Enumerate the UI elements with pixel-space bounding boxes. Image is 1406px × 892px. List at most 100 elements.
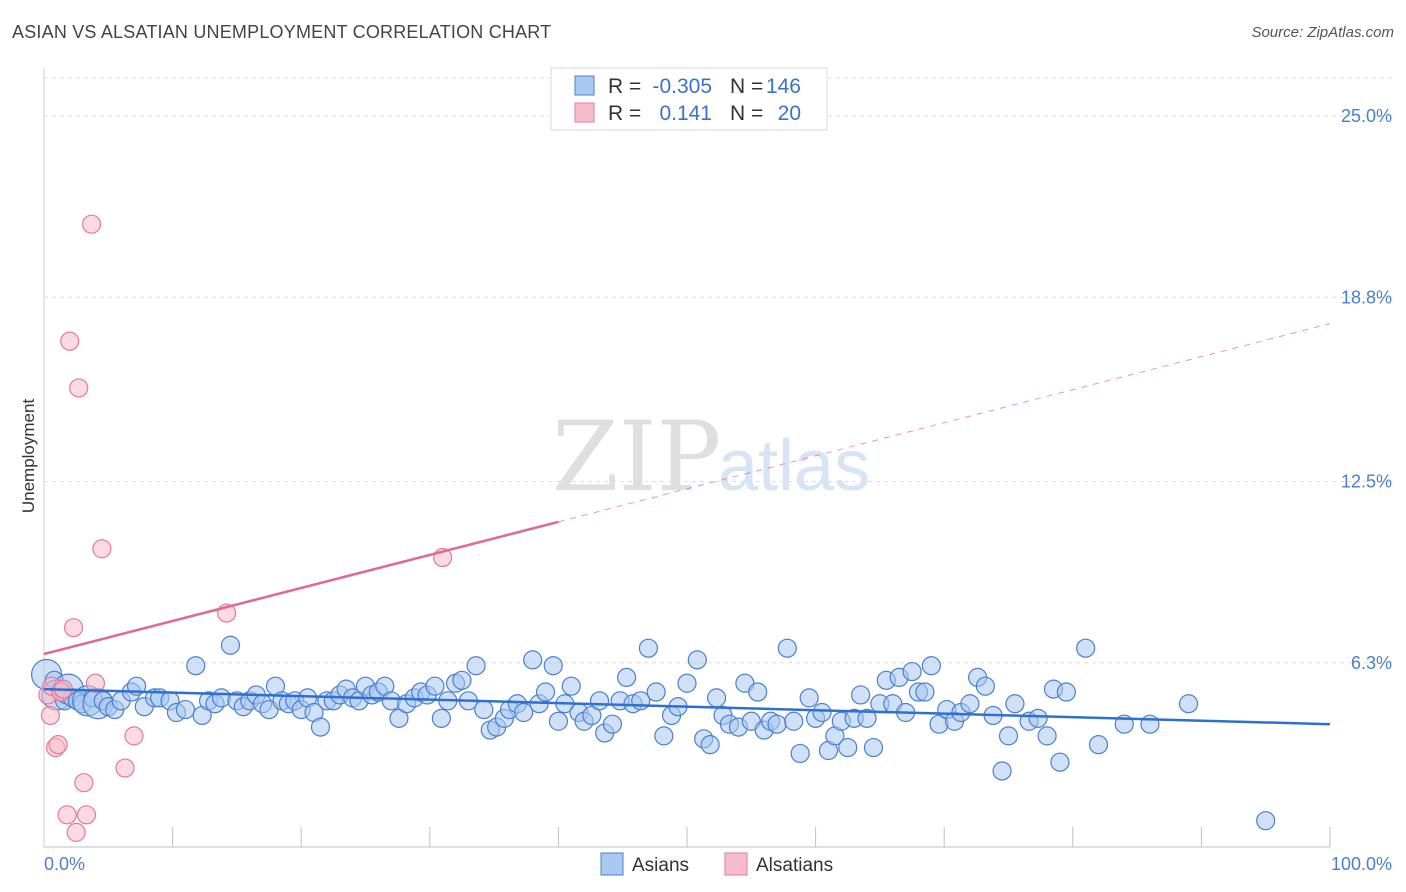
y-tick-label-0: 6.3% bbox=[1351, 653, 1392, 673]
point-asians-24 bbox=[186, 656, 206, 676]
grid-lines bbox=[44, 77, 1392, 664]
point-asians-142 bbox=[998, 726, 1019, 746]
point-asians-150 bbox=[1076, 638, 1096, 658]
point-asians-99 bbox=[700, 735, 720, 755]
point-asians-80 bbox=[561, 676, 581, 696]
point-asians-67 bbox=[474, 699, 494, 720]
point-asians-143 bbox=[1005, 694, 1025, 714]
chart-title: ASIAN VS ALSATIAN UNEMPLOYMENT CORRELATI… bbox=[12, 22, 552, 42]
trend-line-extension-alsatians bbox=[558, 323, 1331, 523]
x-tick-label-end: 100.0% bbox=[1331, 854, 1392, 874]
point-asians-78 bbox=[548, 711, 569, 731]
point-asians-93 bbox=[654, 726, 674, 746]
point-asians-115 bbox=[812, 702, 832, 723]
bottom-legend-label-asians: Asians bbox=[632, 855, 689, 876]
watermark-atlas: atlas bbox=[718, 426, 870, 506]
bottom-legend-swatch-asians bbox=[600, 852, 624, 876]
legend-n-value-alsatians: 20 bbox=[778, 102, 801, 125]
y-tick-label-1: 12.5% bbox=[1341, 472, 1392, 492]
point-asians-112 bbox=[790, 743, 810, 764]
point-asians-111 bbox=[784, 711, 804, 731]
legend-r-label-asians: R = bbox=[608, 75, 641, 98]
point-alsatians-9 bbox=[63, 618, 84, 638]
point-asians-132 bbox=[921, 656, 941, 676]
legend-swatch-asians bbox=[574, 75, 595, 96]
legend-n-label-alsatians: N = bbox=[730, 102, 763, 125]
point-alsatians-18 bbox=[124, 726, 144, 746]
point-asians-66 bbox=[466, 656, 486, 676]
x-tick-labels: 0.0% 100.0% bbox=[44, 854, 1392, 874]
x-tick-label-start: 0.0% bbox=[44, 854, 85, 874]
point-asians-122 bbox=[857, 708, 877, 728]
point-asians-151 bbox=[1088, 735, 1109, 755]
point-asians-91 bbox=[638, 638, 659, 658]
point-alsatians-15 bbox=[85, 673, 106, 693]
watermark: ZIP atlas bbox=[552, 401, 870, 513]
point-asians-121 bbox=[851, 685, 871, 705]
point-asians-154 bbox=[1178, 694, 1199, 714]
point-asians-97 bbox=[687, 650, 707, 670]
point-asians-113 bbox=[799, 688, 819, 708]
point-alsatians-17 bbox=[115, 758, 135, 778]
point-asians-119 bbox=[838, 737, 858, 758]
legend-frame bbox=[550, 67, 828, 131]
point-asians-129 bbox=[902, 661, 922, 682]
point-asians-60 bbox=[425, 676, 445, 696]
legend-r-value-alsatians: 0.141 bbox=[659, 102, 712, 125]
point-alsatians-14 bbox=[81, 214, 102, 234]
legend-n-value-asians: 146 bbox=[766, 75, 801, 98]
watermark-zip: ZIP bbox=[552, 401, 721, 513]
point-asians-76 bbox=[535, 682, 556, 702]
y-tick-label-2: 18.8% bbox=[1341, 287, 1392, 307]
point-alsatians-10 bbox=[66, 822, 86, 842]
point-asians-141 bbox=[992, 761, 1012, 781]
point-asians-149 bbox=[1056, 682, 1076, 702]
point-asians-148 bbox=[1050, 752, 1070, 772]
point-asians-43 bbox=[310, 717, 331, 737]
bottom-legend: Asians Alsatians bbox=[600, 852, 833, 876]
point-alsatians-12 bbox=[74, 773, 94, 793]
trend-line-asians bbox=[43, 687, 1331, 726]
point-asians-146 bbox=[1037, 726, 1057, 746]
point-asians-88 bbox=[616, 667, 637, 688]
point-asians-86 bbox=[602, 714, 623, 734]
legend-n-label-asians: N = bbox=[730, 75, 763, 98]
point-asians-74 bbox=[523, 650, 543, 670]
series-asians-points bbox=[30, 635, 1276, 831]
point-asians-137 bbox=[960, 694, 980, 714]
point-asians-100 bbox=[706, 688, 727, 708]
source-label: Source: ZipAtlas.com bbox=[1251, 24, 1394, 41]
point-alsatians-7 bbox=[57, 805, 77, 825]
point-alsatians-1 bbox=[40, 705, 61, 726]
point-alsatians-13 bbox=[76, 805, 97, 825]
y-tick-label-3: 25.0% bbox=[1341, 106, 1392, 126]
point-asians-123 bbox=[863, 737, 884, 758]
point-asians-64 bbox=[452, 670, 472, 690]
point-asians-84 bbox=[589, 691, 610, 711]
point-asians-73 bbox=[514, 702, 534, 723]
bottom-legend-label-alsatians: Alsatians bbox=[756, 855, 833, 876]
bottom-legend-swatch-alsatians bbox=[724, 852, 748, 876]
trend-line-alsatians bbox=[43, 520, 559, 656]
point-asians-139 bbox=[975, 676, 995, 696]
legend-r-value-asians: -0.305 bbox=[652, 75, 712, 98]
legend-r-label-alsatians: R = bbox=[608, 102, 641, 125]
y-axis-title: Unemployment bbox=[19, 399, 38, 514]
point-asians-29 bbox=[220, 635, 241, 655]
point-asians-77 bbox=[543, 656, 563, 676]
point-alsatians-16 bbox=[92, 539, 112, 559]
legend-swatch-alsatians bbox=[574, 102, 595, 123]
series-alsatians-points bbox=[38, 214, 453, 842]
point-asians-23 bbox=[175, 699, 196, 720]
point-alsatians-4 bbox=[48, 735, 68, 755]
point-asians-61 bbox=[431, 708, 451, 728]
point-asians-131 bbox=[915, 682, 935, 702]
point-alsatians-11 bbox=[69, 378, 89, 398]
point-asians-96 bbox=[677, 673, 697, 693]
point-asians-109 bbox=[767, 714, 787, 734]
point-alsatians-8 bbox=[60, 331, 80, 351]
point-asians-155 bbox=[1256, 811, 1276, 831]
trend-lines bbox=[43, 323, 1331, 726]
point-asians-106 bbox=[748, 682, 768, 702]
